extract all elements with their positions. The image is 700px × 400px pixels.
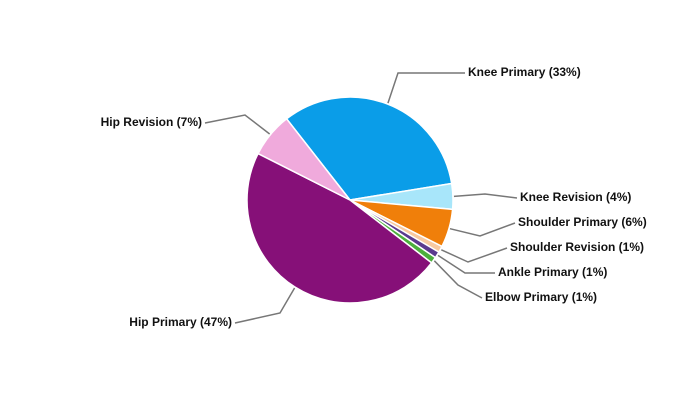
leader-line — [440, 247, 508, 263]
data-label: Hip Primary (47%) — [129, 315, 232, 329]
leader-line — [433, 260, 483, 299]
data-label: Shoulder Revision (1%) — [510, 240, 644, 254]
leader-line — [453, 193, 518, 199]
leader-line — [234, 287, 296, 324]
data-label: Elbow Primary (1%) — [485, 290, 597, 304]
pie-slice — [285, 96, 453, 201]
leader-line — [437, 254, 495, 274]
leader-line — [204, 114, 271, 135]
leader-line — [387, 72, 465, 104]
data-label: Hip Revision (7%) — [101, 115, 202, 129]
pie-slice — [257, 117, 351, 201]
data-label: Knee Primary (33%) — [468, 65, 581, 79]
data-label: Knee Revision (4%) — [520, 190, 631, 204]
leader-line — [449, 222, 516, 237]
data-label: Shoulder Primary (6%) — [518, 215, 647, 229]
data-label: Ankle Primary (1%) — [498, 265, 607, 279]
pie-slice — [246, 152, 433, 304]
